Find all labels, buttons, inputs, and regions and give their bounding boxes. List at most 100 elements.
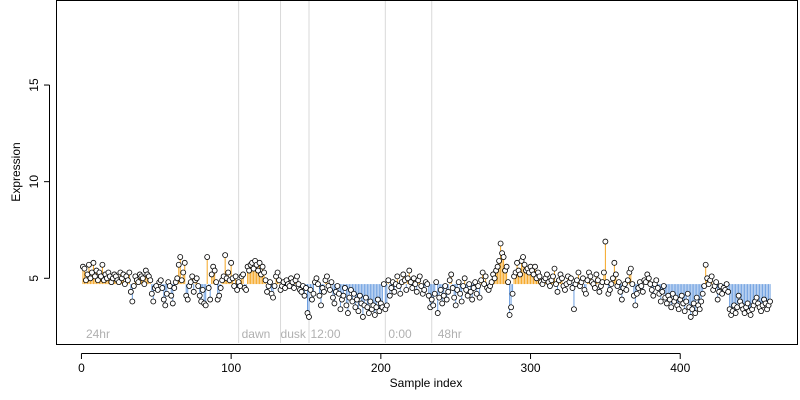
x-tick-label: 400 <box>670 361 690 375</box>
data-point <box>621 281 628 287</box>
data-point <box>353 296 360 303</box>
data-point <box>306 314 312 320</box>
data-point <box>141 281 148 287</box>
data-point <box>437 286 444 293</box>
data-point <box>612 271 619 278</box>
data-point <box>500 254 507 260</box>
data-point <box>139 275 146 282</box>
data-point <box>693 294 700 301</box>
data-point <box>348 286 354 293</box>
data-point <box>328 279 335 286</box>
data-point <box>623 286 630 293</box>
data-point <box>318 302 324 309</box>
data-point <box>178 277 185 284</box>
section-label: 0:00 <box>388 327 412 341</box>
data-point <box>359 314 366 320</box>
data-point <box>431 290 438 297</box>
data-point <box>343 302 350 309</box>
data-point <box>699 290 706 297</box>
data-point <box>175 261 182 268</box>
data-point <box>592 285 598 291</box>
data-point <box>160 296 167 303</box>
data-point <box>291 285 297 291</box>
data-point <box>406 267 413 274</box>
data-point <box>365 310 372 316</box>
data-point <box>476 294 483 301</box>
data-point <box>386 292 393 299</box>
data-point <box>327 286 333 293</box>
data-point <box>397 290 404 297</box>
data-point <box>324 273 330 280</box>
data-point <box>553 281 559 287</box>
data-point <box>340 292 347 299</box>
data-point <box>95 277 101 284</box>
data-point <box>184 296 191 303</box>
data-point <box>126 269 133 276</box>
section-label: dusk <box>281 327 307 341</box>
data-point <box>723 281 730 287</box>
data-point <box>190 288 197 295</box>
section-label: 12:00 <box>310 327 340 341</box>
data-point <box>404 275 411 282</box>
data-point <box>334 283 341 289</box>
data-point <box>454 286 461 293</box>
data-point <box>388 285 395 291</box>
data-point <box>478 277 485 284</box>
data-point <box>689 306 696 313</box>
data-point <box>147 277 154 284</box>
data-point <box>583 290 589 297</box>
data-point <box>479 269 486 276</box>
section-label: 24hr <box>86 327 110 341</box>
data-point <box>633 290 640 297</box>
data-point <box>425 292 432 299</box>
data-point <box>469 296 476 303</box>
data-point <box>274 269 281 276</box>
data-point <box>412 281 419 287</box>
data-point <box>225 269 232 276</box>
data-point <box>663 300 670 307</box>
data-point <box>362 294 369 301</box>
data-point <box>596 288 603 295</box>
data-point <box>294 273 300 280</box>
data-point <box>316 292 323 299</box>
data-point <box>129 298 136 305</box>
data-point <box>602 238 609 245</box>
data-point <box>568 275 574 282</box>
data-point <box>475 283 482 289</box>
data-point <box>638 283 645 289</box>
data-point <box>482 273 489 280</box>
data-point <box>481 281 488 287</box>
data-point <box>684 290 691 297</box>
data-point <box>90 259 97 266</box>
data-point <box>455 279 462 286</box>
data-point <box>345 310 351 316</box>
data-point <box>342 285 348 291</box>
data-point <box>732 310 739 316</box>
data-point <box>356 292 363 299</box>
data-point <box>692 310 699 316</box>
data-point <box>92 273 98 280</box>
data-point <box>231 283 238 289</box>
data-point <box>653 277 660 284</box>
data-point <box>135 279 142 286</box>
data-point <box>587 273 594 280</box>
data-point <box>413 288 420 295</box>
section-label: dawn <box>242 327 271 341</box>
data-point <box>168 292 175 299</box>
data-point <box>544 271 550 278</box>
data-point <box>491 275 498 282</box>
data-point <box>460 283 467 289</box>
x-tick-label: 100 <box>221 361 241 375</box>
data-point <box>433 279 440 286</box>
plot-area-border <box>56 0 798 345</box>
x-tick-label: 200 <box>371 361 391 375</box>
data-point <box>157 277 164 284</box>
data-point <box>255 267 261 274</box>
data-point <box>725 288 732 295</box>
y-tick-label: 15 <box>27 78 41 92</box>
data-point <box>331 300 338 307</box>
section-label: 48hr <box>438 327 462 341</box>
data-point <box>668 304 675 311</box>
data-point <box>571 306 577 313</box>
